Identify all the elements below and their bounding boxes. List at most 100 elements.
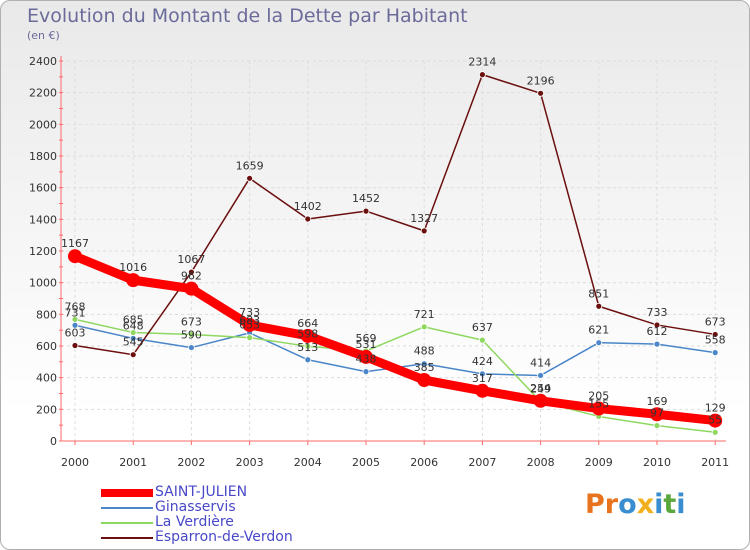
data-point: [420, 323, 428, 331]
data-point: [591, 401, 606, 416]
data-point: [478, 71, 486, 79]
y-tick-label: 800: [36, 308, 57, 321]
data-point: [304, 356, 312, 364]
y-tick-label: 2400: [29, 55, 57, 68]
data-point: [595, 339, 603, 347]
x-tick-label: 2011: [701, 456, 729, 469]
data-label: 513: [297, 341, 318, 354]
legend-swatch: [101, 522, 153, 524]
logo-letter: t: [663, 489, 677, 520]
x-tick-label: 2006: [410, 456, 438, 469]
y-tick-label: 2200: [29, 87, 57, 100]
x-tick-label: 2003: [236, 456, 264, 469]
data-point: [71, 315, 79, 323]
data-label: 249: [530, 383, 551, 396]
data-point: [246, 174, 254, 182]
data-label: 317: [472, 372, 493, 385]
data-point: [595, 302, 603, 310]
data-label: 673: [181, 315, 202, 328]
data-label: 488: [414, 345, 435, 358]
x-tick-label: 2002: [177, 456, 205, 469]
data-point: [129, 351, 137, 359]
y-tick-label: 1200: [29, 245, 57, 258]
legend-swatch: [101, 507, 153, 509]
data-label: 55: [708, 413, 722, 426]
x-tick-label: 2004: [294, 456, 322, 469]
data-point: [246, 334, 254, 342]
data-label: 129: [705, 402, 726, 415]
proxiti-logo: Proxiti: [585, 489, 686, 520]
data-point: [187, 268, 195, 276]
data-label: 603: [65, 327, 86, 340]
data-point: [362, 368, 370, 376]
data-label: 721: [414, 308, 435, 321]
data-point: [420, 360, 428, 368]
data-point: [537, 372, 544, 379]
data-label: 1402: [294, 200, 322, 213]
data-label: 673: [705, 315, 726, 328]
data-point: [300, 328, 315, 343]
data-label: 590: [181, 329, 202, 342]
x-tick-label: 2010: [643, 456, 671, 469]
data-label: 768: [65, 300, 86, 313]
data-label: 2314: [468, 56, 496, 69]
data-label: 569: [356, 332, 377, 345]
data-point: [417, 373, 432, 388]
data-label: 731: [65, 306, 86, 319]
logo-letter: P: [585, 489, 605, 520]
legend-label: La Verdière: [155, 514, 234, 530]
data-label: 2196: [527, 74, 555, 87]
data-point: [304, 342, 312, 350]
data-label: 414: [530, 356, 551, 369]
data-label: 612: [647, 325, 668, 338]
data-point: [653, 422, 661, 430]
data-point: [184, 281, 199, 296]
data-point: [711, 331, 719, 338]
y-tick-label: 1600: [29, 182, 57, 195]
legend-label: Ginasservis: [155, 499, 236, 515]
legend-swatch: [101, 537, 153, 539]
legend-swatch: [101, 489, 153, 497]
data-point: [708, 413, 723, 428]
data-label: 637: [472, 321, 493, 334]
data-label: 733: [647, 306, 668, 319]
data-label: 254: [530, 382, 551, 395]
y-tick-label: 0: [50, 435, 57, 448]
data-point: [478, 370, 486, 378]
data-label: 545: [123, 336, 144, 349]
data-label: 664: [297, 317, 318, 330]
data-point: [68, 249, 82, 264]
logo-letter: i: [654, 489, 664, 520]
data-label: 1327: [410, 212, 438, 225]
legend-label: SAINT-JULIEN: [155, 484, 248, 500]
data-point: [420, 227, 428, 235]
logo-letter: i: [676, 489, 686, 520]
logo-letter: x: [636, 489, 655, 520]
x-tick-label: 2009: [585, 456, 613, 469]
data-point: [711, 349, 719, 357]
data-label: 155: [588, 397, 609, 410]
y-tick-label: 1000: [29, 277, 57, 290]
data-label: 683: [239, 314, 260, 327]
x-tick-label: 2005: [352, 456, 380, 469]
data-label: 558: [705, 334, 726, 347]
data-point: [71, 342, 79, 349]
data-label: 1016: [119, 261, 147, 274]
logo-letter: o: [618, 489, 637, 520]
data-label: 1067: [177, 253, 205, 266]
data-point: [478, 336, 486, 344]
data-point: [362, 207, 370, 215]
series-line-esparron-de-verdon: [74, 73, 716, 356]
legend-label: Esparron-de-Verdon: [155, 529, 293, 545]
x-tick-label: 2008: [527, 456, 555, 469]
data-label: 169: [647, 395, 668, 408]
y-tick-label: 2000: [29, 118, 57, 131]
data-label: 1452: [352, 192, 380, 205]
y-tick-label: 1400: [29, 213, 57, 226]
data-label: 205: [588, 390, 609, 403]
data-label: 598: [297, 327, 318, 340]
chart-title: Evolution du Montant de la Dette par Hab…: [27, 5, 468, 27]
data-label: 621: [588, 324, 609, 337]
data-point: [537, 89, 544, 97]
